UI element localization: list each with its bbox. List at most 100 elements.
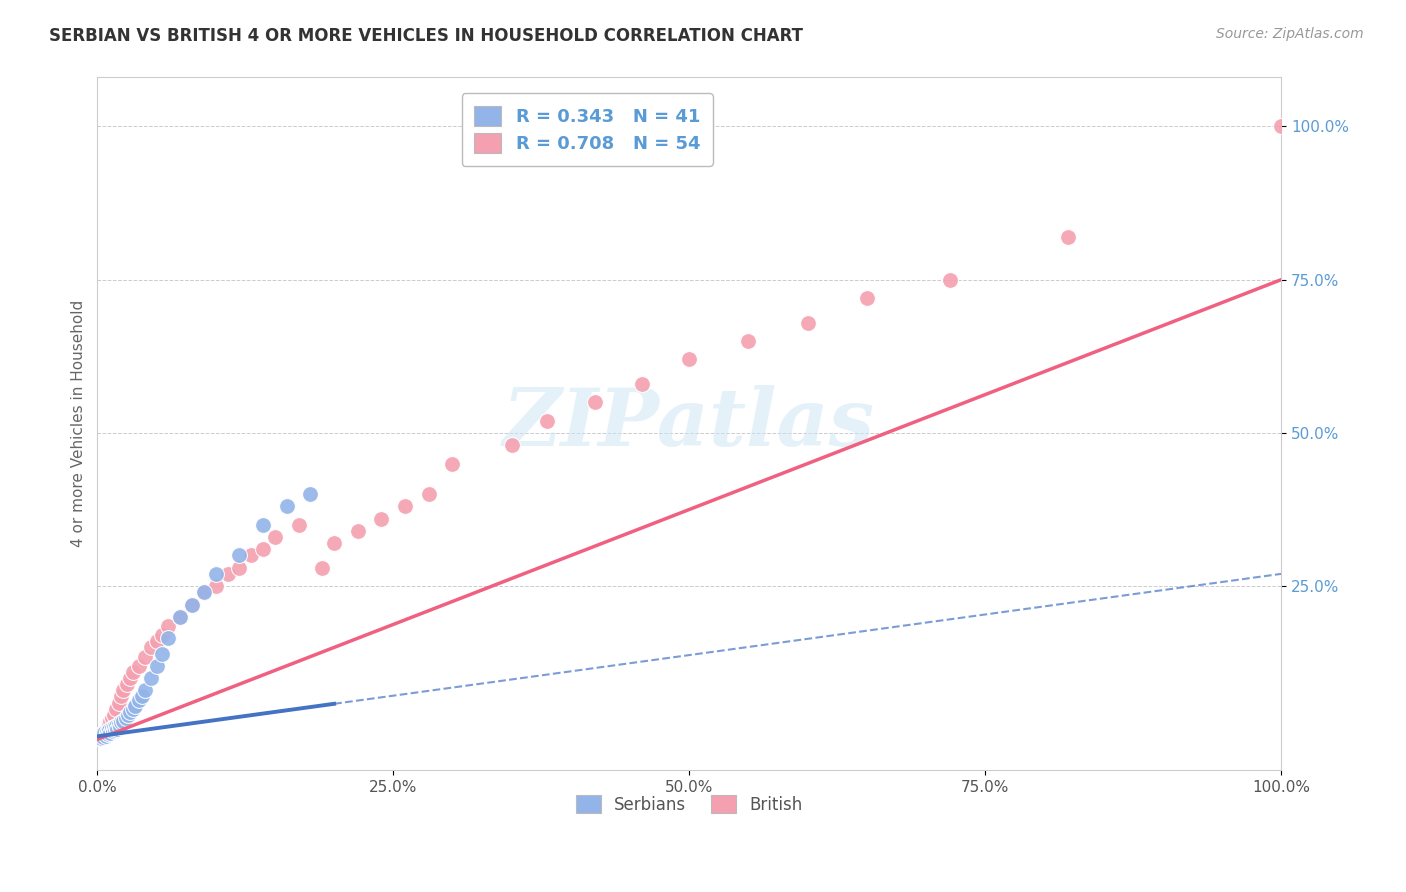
Point bbox=[394, 500, 416, 514]
Point bbox=[157, 619, 180, 633]
Point bbox=[114, 711, 136, 725]
Point bbox=[323, 536, 346, 550]
Point bbox=[796, 316, 818, 330]
Point bbox=[152, 647, 174, 661]
Point bbox=[287, 517, 309, 532]
Point bbox=[104, 723, 127, 738]
Point bbox=[97, 720, 120, 734]
Point bbox=[87, 731, 110, 745]
Point bbox=[110, 715, 132, 730]
Point bbox=[112, 714, 135, 728]
Point bbox=[128, 658, 150, 673]
Text: ZIPatlas: ZIPatlas bbox=[503, 385, 876, 462]
Point bbox=[90, 729, 112, 743]
Point bbox=[124, 698, 146, 713]
Point bbox=[152, 628, 174, 642]
Point bbox=[96, 725, 118, 739]
Point bbox=[157, 632, 180, 646]
Point bbox=[112, 683, 135, 698]
Point bbox=[311, 560, 333, 574]
Point bbox=[94, 723, 117, 738]
Point bbox=[93, 726, 115, 740]
Point bbox=[91, 726, 114, 740]
Point bbox=[228, 560, 250, 574]
Point bbox=[100, 711, 122, 725]
Legend: Serbians, British: Serbians, British bbox=[565, 785, 813, 824]
Point bbox=[90, 731, 112, 745]
Point bbox=[536, 414, 558, 428]
Text: Source: ZipAtlas.com: Source: ZipAtlas.com bbox=[1216, 27, 1364, 41]
Point bbox=[117, 707, 139, 722]
Point bbox=[441, 457, 464, 471]
Point bbox=[107, 722, 129, 736]
Point bbox=[100, 725, 122, 739]
Point bbox=[105, 702, 128, 716]
Point bbox=[737, 334, 759, 348]
Point bbox=[93, 725, 115, 739]
Point bbox=[228, 549, 250, 563]
Point bbox=[139, 640, 162, 655]
Point bbox=[855, 291, 877, 305]
Point bbox=[181, 598, 204, 612]
Point bbox=[217, 566, 239, 581]
Point bbox=[583, 395, 606, 409]
Point bbox=[145, 634, 167, 648]
Point bbox=[252, 542, 274, 557]
Point bbox=[103, 720, 125, 734]
Point bbox=[105, 719, 128, 733]
Point bbox=[145, 658, 167, 673]
Point bbox=[128, 692, 150, 706]
Point bbox=[204, 579, 226, 593]
Point bbox=[89, 730, 111, 744]
Point bbox=[139, 671, 162, 685]
Point bbox=[193, 585, 215, 599]
Point bbox=[94, 729, 117, 743]
Point bbox=[91, 730, 114, 744]
Y-axis label: 4 or more Vehicles in Household: 4 or more Vehicles in Household bbox=[72, 300, 86, 548]
Point bbox=[1270, 120, 1292, 134]
Point bbox=[100, 722, 122, 736]
Point bbox=[678, 352, 700, 367]
Point bbox=[89, 729, 111, 743]
Point bbox=[101, 724, 124, 739]
Point bbox=[299, 487, 322, 501]
Point bbox=[418, 487, 440, 501]
Point bbox=[169, 609, 191, 624]
Point bbox=[631, 376, 654, 391]
Point bbox=[169, 609, 191, 624]
Point bbox=[100, 714, 122, 728]
Point bbox=[121, 665, 143, 679]
Point bbox=[131, 690, 153, 704]
Point bbox=[938, 273, 960, 287]
Point bbox=[120, 671, 142, 685]
Point bbox=[97, 727, 120, 741]
Point bbox=[346, 524, 368, 538]
Point bbox=[181, 598, 204, 612]
Point bbox=[1057, 229, 1080, 244]
Point bbox=[120, 705, 142, 719]
Point bbox=[264, 530, 287, 544]
Point bbox=[121, 702, 143, 716]
Point bbox=[501, 438, 523, 452]
Point bbox=[193, 585, 215, 599]
Point bbox=[96, 722, 118, 736]
Point bbox=[240, 549, 263, 563]
Point bbox=[115, 677, 138, 691]
Point bbox=[98, 717, 121, 731]
Point bbox=[204, 566, 226, 581]
Point bbox=[107, 696, 129, 710]
Point bbox=[103, 707, 125, 722]
Point bbox=[98, 723, 121, 738]
Point bbox=[276, 500, 298, 514]
Point bbox=[91, 727, 114, 741]
Text: SERBIAN VS BRITISH 4 OR MORE VEHICLES IN HOUSEHOLD CORRELATION CHART: SERBIAN VS BRITISH 4 OR MORE VEHICLES IN… bbox=[49, 27, 803, 45]
Point bbox=[134, 683, 156, 698]
Point bbox=[91, 727, 114, 741]
Point bbox=[107, 717, 129, 731]
Point bbox=[87, 731, 110, 745]
Point bbox=[108, 720, 131, 734]
Point bbox=[110, 690, 132, 704]
Point bbox=[252, 517, 274, 532]
Point bbox=[370, 512, 392, 526]
Point bbox=[134, 649, 156, 664]
